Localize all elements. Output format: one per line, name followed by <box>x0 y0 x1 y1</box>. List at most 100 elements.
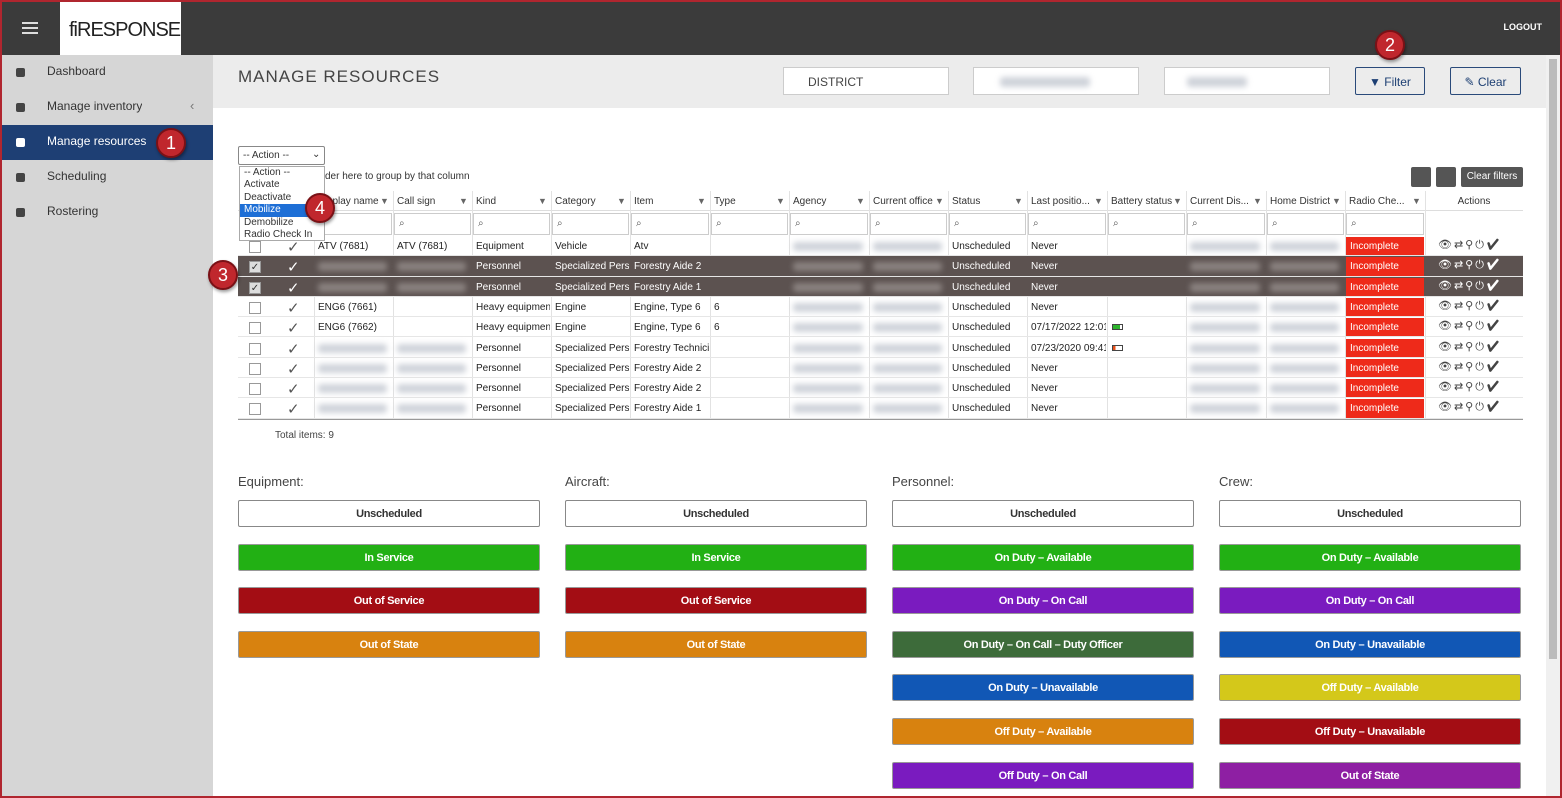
action-option[interactable]: Activate <box>244 179 280 191</box>
column-header[interactable]: Call sign <box>397 196 436 207</box>
row-checkbox[interactable] <box>249 383 261 396</box>
table-row[interactable] <box>238 297 1523 318</box>
status-button[interactable]: On Duty – Unavailable <box>1219 630 1521 658</box>
table-row[interactable] <box>238 398 1523 419</box>
filter-input[interactable]: ⌕ <box>790 213 868 235</box>
filter-input[interactable]: ⌕ <box>1187 213 1265 235</box>
nav-item[interactable]: Rostering <box>47 204 99 218</box>
column-filter[interactable]: ▼ <box>856 196 865 206</box>
status-button[interactable]: Unscheduled <box>238 500 540 527</box>
filter-input[interactable]: ⌕ <box>1346 213 1424 235</box>
select-3[interactable] <box>1164 67 1330 95</box>
table-row[interactable] <box>238 358 1523 379</box>
column-header[interactable]: Category <box>555 196 596 207</box>
column-header[interactable]: Status <box>952 196 981 207</box>
table-row[interactable] <box>238 378 1523 399</box>
row-checkbox[interactable] <box>249 322 261 335</box>
column-filter[interactable]: ▼ <box>1014 196 1023 206</box>
filter-input[interactable]: ⌕ <box>552 213 629 235</box>
row-checkbox[interactable]: ✓ <box>249 281 261 294</box>
column-header[interactable]: Kind <box>476 196 497 207</box>
status-button[interactable]: Off Duty – Unavailable <box>1219 718 1521 745</box>
status-button[interactable]: Out of State <box>565 630 867 658</box>
filter-input[interactable]: ⌕ <box>1108 213 1185 235</box>
status-button[interactable]: In Service <box>238 543 540 571</box>
status-button[interactable]: Out of Service <box>565 587 867 615</box>
filter-input[interactable]: ⌕ <box>394 213 471 235</box>
column-filter[interactable]: ▼ <box>1094 196 1103 206</box>
column-header[interactable]: Agency <box>793 196 827 207</box>
filter-input[interactable]: ⌕ <box>1028 213 1106 235</box>
column-filter[interactable]: ▼ <box>617 196 626 206</box>
row-actions[interactable]: 👁⇄⚲⏻✔ <box>1438 360 1502 373</box>
column-filter[interactable]: ▼ <box>1412 196 1421 206</box>
logout[interactable]: LOGOUT <box>1503 22 1543 32</box>
filter-input[interactable]: ⌕ <box>1267 213 1344 235</box>
column-filter[interactable]: ▼ <box>776 196 785 206</box>
row-actions[interactable]: 👁⇄⚲⏻✔ <box>1438 299 1502 312</box>
action-option[interactable]: Radio Check In <box>244 229 313 240</box>
column-header[interactable]: Actions <box>1457 196 1491 207</box>
column-filter[interactable]: ▼ <box>459 196 468 206</box>
export-button[interactable] <box>1411 167 1431 187</box>
column-header[interactable]: Current office <box>873 196 933 207</box>
column-header[interactable]: Battery status <box>1111 196 1172 207</box>
clear-button[interactable]: ✎ Clear <box>1450 67 1521 95</box>
select-2[interactable] <box>973 67 1139 95</box>
column-header[interactable]: Radio Che... <box>1349 196 1405 207</box>
row-checkbox[interactable]: ✓ <box>249 261 261 274</box>
column-filter[interactable]: ▼ <box>1332 196 1341 206</box>
row-checkbox[interactable] <box>249 241 261 253</box>
filter-input[interactable]: ⌕ <box>631 213 709 235</box>
action-option[interactable]: Mobilize <box>240 204 324 217</box>
column-filter[interactable]: ▼ <box>1173 196 1182 206</box>
menu-button[interactable] <box>22 22 38 34</box>
column-filter[interactable]: ▼ <box>697 196 706 206</box>
row-actions[interactable]: 👁⇄⚲⏻✔ <box>1438 279 1502 292</box>
status-button[interactable]: On Duty – Available <box>892 543 1194 571</box>
status-button[interactable]: On Duty – On Call <box>1219 587 1521 615</box>
status-button[interactable]: Off Duty – Available <box>892 718 1194 745</box>
column-filter[interactable]: ▼ <box>380 196 389 206</box>
column-header[interactable]: Type <box>714 196 736 207</box>
status-button[interactable]: Unscheduled <box>1219 500 1521 527</box>
filter-input[interactable]: ⌕ <box>870 213 947 235</box>
column-header[interactable]: Home District <box>1270 196 1331 207</box>
status-button[interactable]: Out of State <box>238 630 540 658</box>
row-actions[interactable]: 👁⇄⚲⏻✔ <box>1438 320 1502 333</box>
row-checkbox[interactable] <box>249 403 261 416</box>
status-button[interactable]: Unscheduled <box>565 500 867 527</box>
nav-item[interactable]: Manage inventory <box>47 99 143 113</box>
row-actions[interactable]: 👁⇄⚲⏻✔ <box>1438 239 1502 251</box>
action-option[interactable]: -- Action -- <box>244 167 291 178</box>
status-button[interactable]: Out of Service <box>238 587 540 615</box>
column-header[interactable]: Display name <box>318 196 379 207</box>
filter-input[interactable]: ⌕ <box>949 213 1026 235</box>
status-button[interactable]: Unscheduled <box>892 500 1194 527</box>
column-header[interactable]: Item <box>634 196 654 207</box>
status-button[interactable]: On Duty – On Call – Duty Officer <box>892 630 1194 658</box>
row-actions[interactable]: 👁⇄⚲⏻✔ <box>1438 381 1502 394</box>
clear-filters[interactable]: Clear filters <box>1461 167 1523 187</box>
filter-button[interactable]: ▼ Filter <box>1355 67 1425 95</box>
row-actions[interactable]: 👁⇄⚲⏻✔ <box>1438 259 1502 272</box>
column-header[interactable]: Current Dis... <box>1190 196 1249 207</box>
column-filter[interactable]: ▼ <box>538 196 547 206</box>
status-button[interactable]: Out of State <box>1219 761 1521 789</box>
nav-item[interactable]: Dashboard <box>47 64 106 78</box>
district-select[interactable]: DISTRICT <box>783 67 949 95</box>
status-button[interactable]: On Duty – Unavailable <box>892 674 1194 702</box>
table-row[interactable] <box>238 338 1523 358</box>
status-button[interactable]: Off Duty – Available <box>1219 674 1521 702</box>
status-button[interactable]: On Duty – Available <box>1219 543 1521 571</box>
column-filter[interactable]: ▼ <box>935 196 944 206</box>
column-filter[interactable]: ▼ <box>1253 196 1262 206</box>
action-option[interactable]: Deactivate <box>244 191 292 203</box>
row-checkbox[interactable] <box>249 301 261 314</box>
action-option[interactable]: Demobilize <box>244 216 294 228</box>
columns-button[interactable] <box>1436 167 1456 187</box>
row-actions[interactable]: 👁⇄⚲⏻✔ <box>1438 340 1502 353</box>
action-select[interactable]: -- Action -- <box>238 146 325 165</box>
status-button[interactable]: In Service <box>565 543 867 571</box>
table-row[interactable] <box>238 317 1523 338</box>
